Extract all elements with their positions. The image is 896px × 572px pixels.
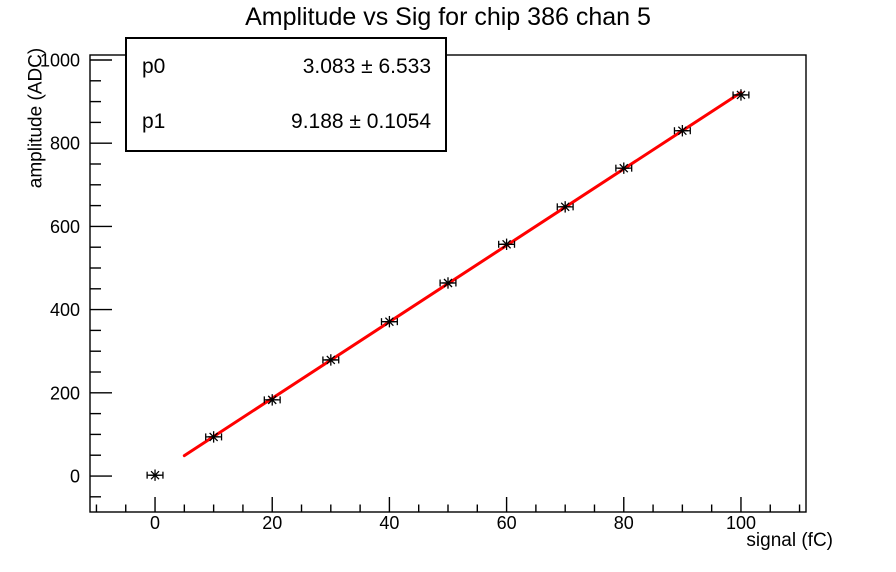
chart-title: Amplitude vs Sig for chip 386 chan 5 xyxy=(245,3,651,31)
svg-text:800: 800 xyxy=(50,134,80,154)
param-name: p1 xyxy=(142,110,166,134)
y-axis-title: amplitude (ADC) xyxy=(25,47,47,189)
svg-text:400: 400 xyxy=(50,300,80,320)
x-axis-title: signal (fC) xyxy=(746,530,833,551)
svg-text:600: 600 xyxy=(50,217,80,237)
data-points xyxy=(146,89,750,481)
param-value: 3.083 ± 6.533 xyxy=(302,54,431,78)
stats-row-p1: p1 9.188 ± 0.1054 xyxy=(127,95,445,151)
fit-line xyxy=(182,90,743,458)
svg-text:100: 100 xyxy=(726,513,756,533)
data-point xyxy=(615,162,633,174)
data-point xyxy=(263,394,281,406)
param-name: p0 xyxy=(142,54,166,78)
data-point xyxy=(322,354,340,366)
data-point xyxy=(439,277,457,289)
svg-text:1000: 1000 xyxy=(40,50,80,70)
data-point xyxy=(673,125,691,137)
svg-text:80: 80 xyxy=(614,513,634,533)
fit-stats-box: p0 3.083 ± 6.533 p1 9.188 ± 0.1054 xyxy=(125,37,447,152)
data-point xyxy=(498,238,516,250)
stats-row-p0: p0 3.083 ± 6.533 xyxy=(127,39,445,95)
svg-text:40: 40 xyxy=(379,513,399,533)
axis-ticks xyxy=(90,59,801,512)
svg-text:20: 20 xyxy=(262,513,282,533)
data-point xyxy=(732,89,750,101)
data-point xyxy=(556,201,574,213)
svg-text:0: 0 xyxy=(150,513,160,533)
svg-text:0: 0 xyxy=(70,467,80,487)
data-point xyxy=(146,469,164,481)
svg-text:200: 200 xyxy=(50,383,80,403)
param-value: 9.188 ± 0.1054 xyxy=(291,110,431,134)
svg-text:60: 60 xyxy=(497,513,517,533)
data-point xyxy=(205,431,223,443)
data-point xyxy=(380,315,398,328)
